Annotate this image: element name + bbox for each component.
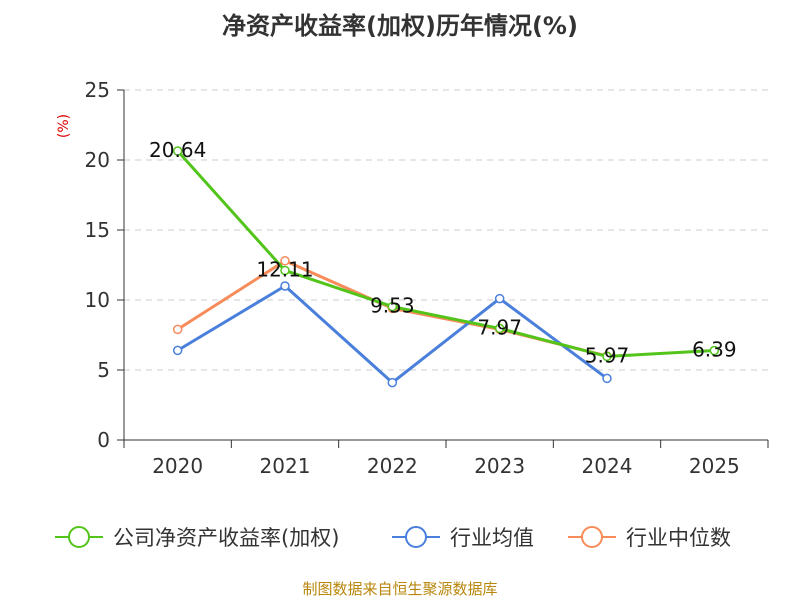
data-point[interactable] xyxy=(172,345,183,356)
x-tick-label: 2020 xyxy=(152,454,203,478)
x-tick-label: 2023 xyxy=(474,454,525,478)
data-point[interactable] xyxy=(387,301,398,312)
series-line xyxy=(176,150,715,358)
x-tick-label: 2022 xyxy=(367,454,418,478)
grid-lines xyxy=(124,89,768,371)
source-note: 制图数据来自恒生聚源数据库 xyxy=(302,580,497,598)
y-axis-unit-label: (%) xyxy=(56,114,72,138)
data-labels: 20.64 12.11 9.53 7.97 5.97 6.39 xyxy=(149,138,737,367)
legend[interactable]: 公司净资产收益率(加权) 行业均值 行业中位数 xyxy=(55,526,731,550)
data-point[interactable] xyxy=(709,345,720,356)
data-label: 20.64 xyxy=(149,138,206,162)
y-tick-label: 15 xyxy=(85,218,110,242)
y-tick-label: 25 xyxy=(85,78,110,102)
data-point[interactable] xyxy=(494,293,505,304)
chart-title: 净资产收益率(加权)历年情况(%) xyxy=(222,12,578,40)
data-label: 6.39 xyxy=(692,338,737,362)
y-tick-label: 20 xyxy=(85,148,110,172)
data-label: 12.11 xyxy=(256,257,313,281)
data-label: 7.97 xyxy=(477,315,522,339)
data-point[interactable] xyxy=(602,351,612,362)
legend-marker[interactable] xyxy=(581,526,603,548)
legend-label[interactable]: 公司净资产收益率(加权) xyxy=(113,526,339,550)
series-lines xyxy=(172,146,720,388)
x-tick-label: 2024 xyxy=(582,454,633,478)
x-tick-label: 2021 xyxy=(260,454,311,478)
legend-label[interactable]: 行业均值 xyxy=(450,526,534,550)
legend-marker[interactable] xyxy=(405,526,427,548)
data-point[interactable] xyxy=(172,324,183,335)
data-point[interactable] xyxy=(387,377,398,388)
legend-marker[interactable] xyxy=(68,526,90,548)
data-label: 9.53 xyxy=(370,294,415,318)
data-point[interactable] xyxy=(280,281,290,291)
data-point[interactable] xyxy=(280,265,290,276)
y-tick-label: 5 xyxy=(97,358,110,382)
data-point[interactable] xyxy=(494,323,505,334)
data-point[interactable] xyxy=(172,146,183,156)
y-tick-label: 10 xyxy=(85,288,110,312)
x-tick-label: 2025 xyxy=(689,454,740,478)
legend-label[interactable]: 行业中位数 xyxy=(626,526,731,550)
data-point[interactable] xyxy=(602,373,612,384)
y-tick-label: 0 xyxy=(97,428,110,452)
data-point[interactable] xyxy=(280,256,290,266)
data-label: 5.97 xyxy=(585,343,630,367)
